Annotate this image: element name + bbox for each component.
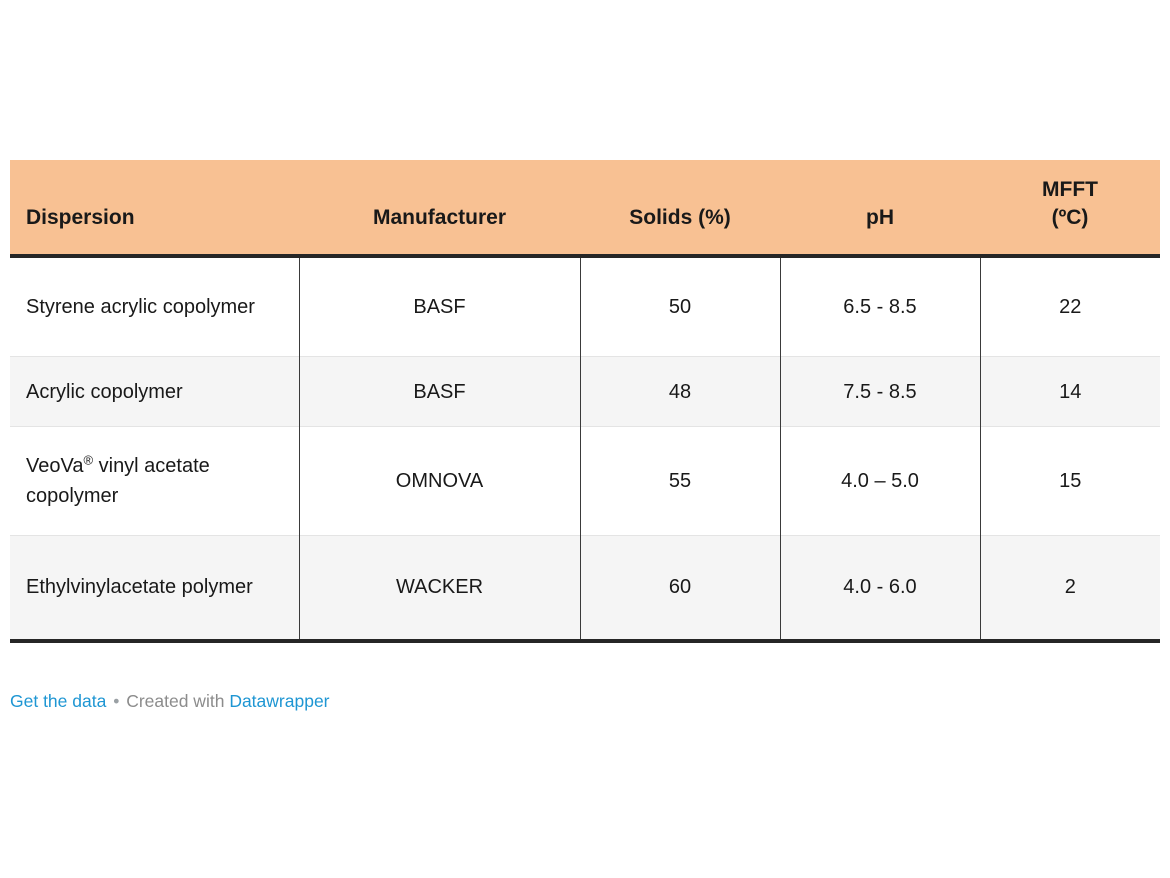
column-header-manufacturer: Manufacturer (299, 160, 580, 258)
cell-ph: 6.5 - 8.5 (779, 255, 980, 357)
table-row: VeoVa® vinyl acetate copolymer OMNOVA 55… (10, 426, 1160, 536)
cell-mfft: 14 (979, 356, 1160, 427)
cell-dispersion: Styrene acrylic copolymer (26, 295, 255, 318)
column-header-dispersion: Dispersion (10, 160, 299, 258)
column-header-mfft: MFFT (ºC) (980, 160, 1160, 258)
cell-ph: 4.0 – 5.0 (779, 426, 980, 536)
cell-mfft: 15 (979, 426, 1160, 536)
cell-solids: 60 (579, 535, 780, 643)
cell-manufacturer: BASF (298, 356, 580, 427)
cell-dispersion: VeoVa® vinyl acetate copolymer (10, 426, 299, 536)
cell-manufacturer: BASF (298, 255, 580, 357)
dispersion-properties-table: Dispersion Manufacturer Solids (%) pH MF… (10, 160, 1160, 643)
cell-ph: 4.0 - 6.0 (779, 535, 980, 643)
cell-manufacturer: WACKER (298, 535, 580, 643)
table-row: Styrene acrylic copolymer BASF 50 6.5 - … (10, 255, 1160, 357)
data-table-container: Dispersion Manufacturer Solids (%) pH MF… (10, 160, 1160, 643)
created-with-text: Created with (126, 691, 225, 711)
table-header: Dispersion Manufacturer Solids (%) pH MF… (10, 160, 1160, 258)
get-the-data-link[interactable]: Get the data (10, 691, 107, 711)
datawrapper-link[interactable]: Datawrapper (229, 691, 330, 711)
column-header-solids: Solids (%) (580, 160, 780, 258)
cell-solids: 50 (579, 255, 780, 357)
bullet-separator: • (108, 691, 125, 711)
cell-mfft: 2 (979, 535, 1160, 643)
cell-dispersion: Acrylic copolymer (10, 356, 299, 427)
cell-mfft: 22 (979, 255, 1160, 357)
cell-solids: 48 (579, 356, 780, 427)
table-row: Ethylvinylacetate polymer WACKER 60 4.0 … (10, 535, 1160, 643)
column-header-ph: pH (780, 160, 980, 258)
attribution-footer: Get the data • Created with Datawrapper (10, 691, 330, 712)
table-body: Styrene acrylic copolymer BASF 50 6.5 - … (10, 255, 1160, 643)
cell-ph: 7.5 - 8.5 (779, 356, 980, 427)
table-row: Acrylic copolymer BASF 48 7.5 - 8.5 14 (10, 356, 1160, 427)
cell-solids: 55 (579, 426, 780, 536)
cell-manufacturer: OMNOVA (298, 426, 580, 536)
cell-dispersion: Ethylvinylacetate polymer (10, 535, 299, 643)
table-header-row: Dispersion Manufacturer Solids (%) pH MF… (10, 160, 1160, 258)
